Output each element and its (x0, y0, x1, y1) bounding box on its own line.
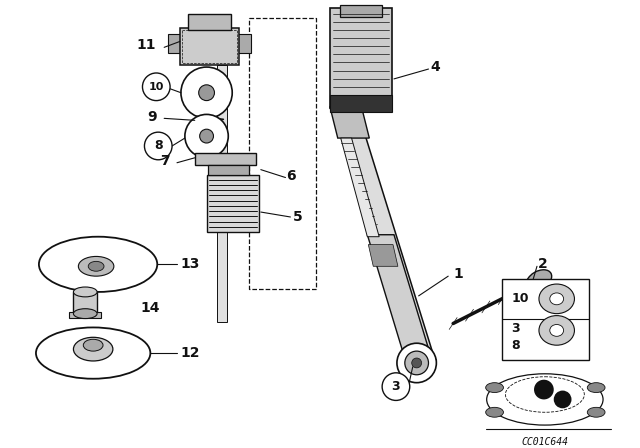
Circle shape (554, 391, 572, 408)
Ellipse shape (74, 287, 97, 297)
Circle shape (143, 73, 170, 101)
Text: 8: 8 (154, 139, 163, 152)
Ellipse shape (185, 114, 228, 158)
Ellipse shape (539, 284, 575, 314)
Bar (218, 65, 227, 322)
Text: 7: 7 (161, 154, 170, 168)
Bar (207, 165, 249, 175)
Ellipse shape (526, 270, 552, 290)
Ellipse shape (39, 237, 157, 292)
Bar (168, 34, 182, 53)
Circle shape (145, 132, 172, 160)
Bar (74, 292, 97, 314)
Text: 11: 11 (137, 39, 156, 52)
Ellipse shape (181, 67, 232, 118)
Bar (502, 279, 589, 360)
Circle shape (405, 351, 429, 375)
Text: 3: 3 (511, 322, 520, 335)
Circle shape (382, 373, 410, 401)
Text: 3: 3 (392, 380, 400, 393)
Text: 1: 1 (453, 267, 463, 281)
Text: 4: 4 (431, 60, 440, 74)
Polygon shape (369, 245, 398, 266)
Text: 8: 8 (511, 339, 520, 352)
Ellipse shape (78, 256, 114, 276)
Text: 2: 2 (538, 257, 548, 271)
Ellipse shape (83, 339, 103, 351)
Circle shape (412, 358, 422, 368)
Ellipse shape (74, 309, 97, 319)
Text: 6: 6 (287, 168, 296, 182)
Bar (188, 14, 231, 30)
Text: 12: 12 (180, 346, 200, 360)
Bar (330, 95, 392, 112)
Bar (249, 18, 316, 289)
Text: 10: 10 (148, 82, 164, 92)
Ellipse shape (588, 407, 605, 417)
Text: 13: 13 (180, 257, 199, 271)
Ellipse shape (198, 85, 214, 101)
Polygon shape (330, 8, 392, 108)
Bar (237, 34, 251, 53)
Ellipse shape (74, 337, 113, 361)
Bar (330, 95, 392, 112)
Polygon shape (367, 235, 431, 355)
Ellipse shape (200, 129, 214, 143)
Circle shape (397, 343, 436, 383)
Circle shape (534, 380, 554, 400)
Ellipse shape (550, 324, 564, 336)
Bar (195, 153, 256, 165)
Ellipse shape (539, 315, 575, 345)
Text: CC01C644: CC01C644 (522, 437, 568, 447)
Bar (70, 312, 101, 318)
Polygon shape (335, 111, 433, 355)
Polygon shape (340, 138, 379, 237)
Ellipse shape (36, 327, 150, 379)
Bar (182, 30, 237, 63)
Text: 9: 9 (148, 110, 157, 125)
Ellipse shape (486, 407, 504, 417)
Bar (207, 175, 259, 232)
Ellipse shape (88, 261, 104, 271)
Ellipse shape (550, 293, 564, 305)
Text: 14: 14 (141, 301, 160, 314)
Bar (340, 5, 382, 17)
Ellipse shape (588, 383, 605, 392)
Polygon shape (330, 107, 369, 138)
Text: 5: 5 (293, 210, 303, 224)
Bar (180, 28, 239, 65)
Ellipse shape (486, 383, 504, 392)
Text: 10: 10 (511, 293, 529, 306)
